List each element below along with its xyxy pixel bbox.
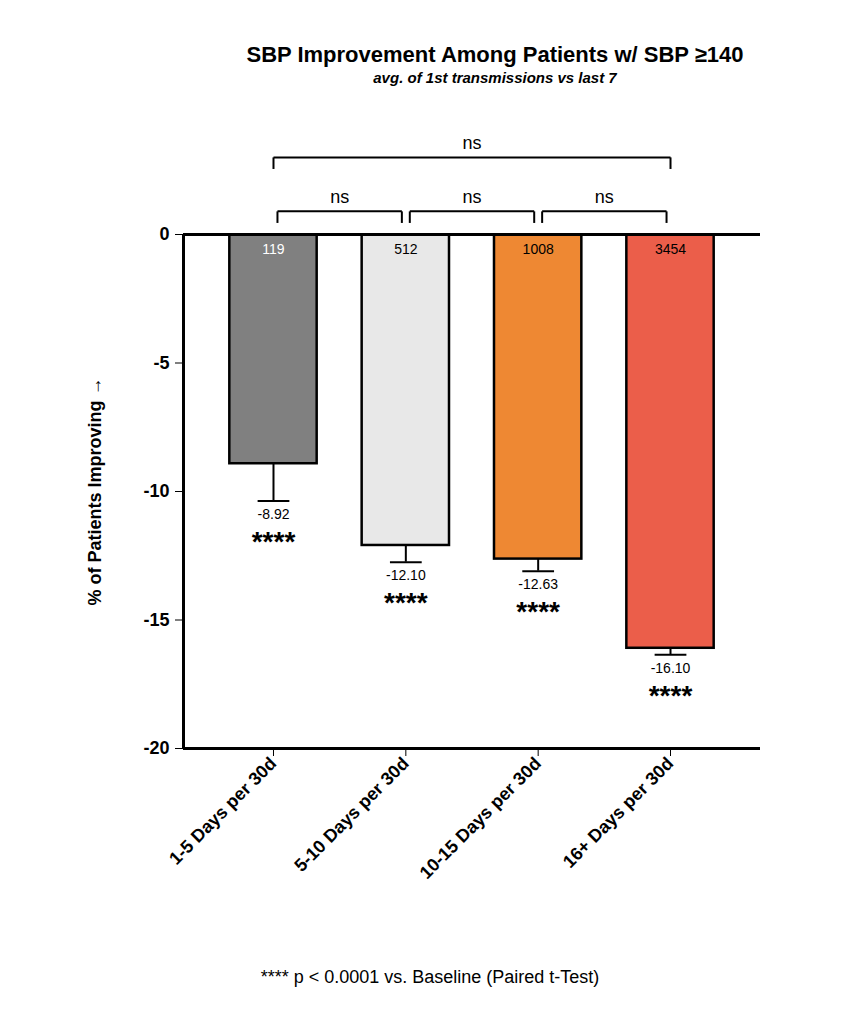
html-text:**** p < 0.0001 vs. Baseline (: **** p < 0.0001 vs. Baseline (Paired t-T… — [260, 967, 600, 987]
svg-text:****: **** — [516, 596, 560, 627]
svg-text:5-10 Days per 30d: 5-10 Days per 30d — [290, 753, 412, 875]
svg-text:-10: -10 — [143, 481, 169, 501]
svg-text:ns: ns — [330, 187, 349, 207]
svg-text:-20: -20 — [143, 738, 169, 758]
svg-text:****: **** — [649, 680, 693, 711]
svg-text:-16.10: -16.10 — [651, 660, 691, 676]
svg-text:0: 0 — [159, 224, 169, 244]
svg-text:3454: 3454 — [655, 241, 686, 257]
svg-text:512: 512 — [394, 241, 418, 257]
svg-text:10-15 Days per 30d: 10-15 Days per 30d — [416, 753, 545, 882]
svg-text:****: **** — [252, 526, 296, 557]
svg-text:1008: 1008 — [523, 241, 554, 257]
svg-text:119: 119 — [262, 241, 285, 257]
svg-text:ns: ns — [595, 187, 614, 207]
svg-text:1-5 Days per 30d: 1-5 Days per 30d — [165, 753, 280, 868]
svg-text:ns: ns — [462, 133, 481, 153]
svg-text:-12.10: -12.10 — [386, 567, 426, 583]
svg-text:-5: -5 — [153, 353, 169, 373]
svg-text:****: **** — [384, 587, 428, 618]
svg-text:% of Patients Improving →: % of Patients Improving → — [85, 377, 105, 605]
svg-text:-15: -15 — [143, 610, 169, 630]
svg-text:16+ Days per 30d: 16+ Days per 30d — [559, 753, 678, 872]
svg-text:-8.92: -8.92 — [258, 506, 290, 522]
html-text:SBP Improvement Among Patients: SBP Improvement Among Patients w/ SBP ≥1… — [246, 42, 744, 67]
html-text:avg. of 1st transmissions vs l: avg. of 1st transmissions vs last 7 — [373, 69, 617, 86]
svg-text:-12.63: -12.63 — [518, 576, 558, 592]
svg-text:ns: ns — [462, 187, 481, 207]
